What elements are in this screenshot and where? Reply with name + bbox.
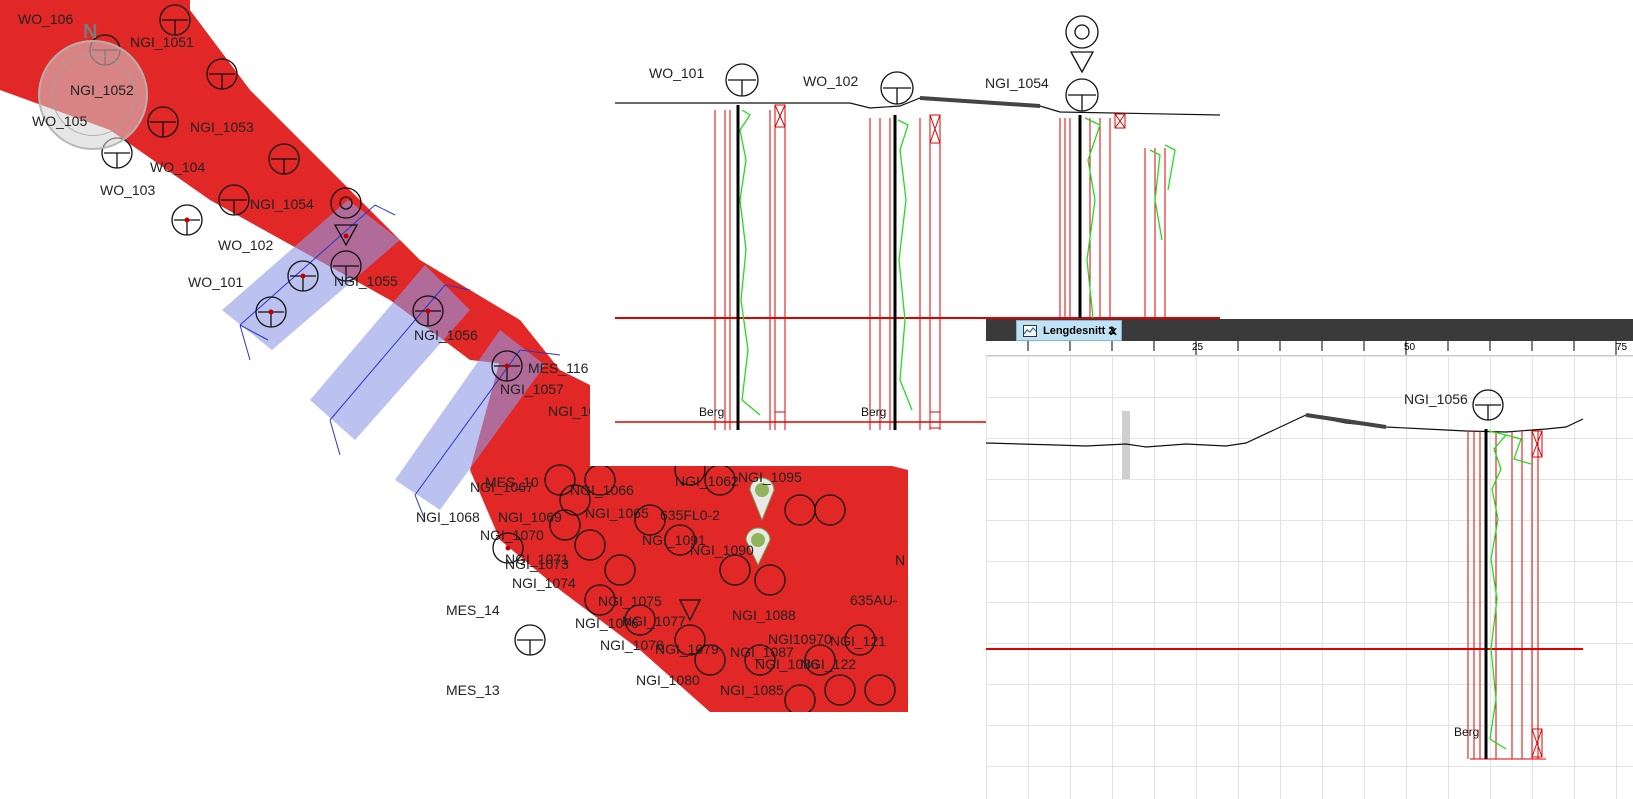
map-label: NGI_1069	[498, 509, 562, 525]
map-label: NGI_1079	[655, 641, 719, 657]
tab-label: Lengdesnitt 2	[1043, 324, 1115, 337]
chart-icon	[1023, 324, 1037, 337]
ruler-tick-label: 25	[1192, 342, 1204, 353]
map-label: NGI_1052	[70, 82, 134, 98]
map-label: NGI_1078	[600, 637, 664, 653]
map-label: NGI_1062	[675, 473, 739, 489]
map-label: N	[895, 552, 906, 568]
cross-section-2-canvas[interactable]	[986, 319, 1633, 799]
map-label: NGI_1090	[690, 542, 754, 558]
map-label: NGI_1053	[190, 119, 254, 135]
map-label: NGI_1066	[570, 482, 634, 498]
rock-label: Berg	[699, 405, 725, 419]
borehole-label: WO_102	[803, 73, 859, 89]
map-label: NGI_1088	[732, 607, 796, 623]
map-label: WO_103	[100, 182, 156, 198]
rock-label: Berg	[1454, 725, 1480, 739]
borehole-label: NGI_1056	[1404, 391, 1468, 407]
map-label: NGI_1051	[130, 34, 194, 50]
map-label: NGI_1080	[636, 672, 700, 688]
close-icon[interactable]: x	[1109, 323, 1117, 338]
compass-north-icon: N	[83, 21, 98, 43]
cross-section-2[interactable]: Lengdesnitt 2 x 25 50 75	[986, 319, 1633, 799]
map-label: NGI_1076	[575, 615, 639, 631]
map-label: WO_101	[188, 274, 244, 290]
map-label: NGI_1057	[500, 381, 564, 397]
rock-label: Berg	[861, 405, 887, 419]
map-label: NGI_1085	[720, 682, 784, 698]
borehole-label: NGI_1054	[985, 75, 1049, 91]
map-label: NGI_1068	[416, 509, 480, 525]
map-label: NGI_1056	[414, 327, 478, 343]
map-label: MES_14	[446, 602, 500, 618]
map-label: MES_13	[446, 682, 500, 698]
map-label: NGI_1086	[755, 656, 819, 672]
map-label: MES_10	[485, 474, 539, 490]
map-label: WO_102	[218, 237, 274, 253]
map-label: NGI_1070	[480, 527, 544, 543]
cross-section-1-canvas[interactable]	[590, 0, 1315, 466]
map-label: NGI_1054	[250, 196, 314, 212]
map-label: NGI_1055	[334, 273, 398, 289]
ruler-tick-label: 50	[1404, 342, 1416, 353]
map-label: WO_106	[18, 11, 74, 27]
compass-inner-ring	[52, 54, 134, 136]
map-label: NGI_1075	[598, 593, 662, 609]
tab-bar: Lengdesnitt 2 x	[986, 319, 1633, 341]
map-label: NGI_1077	[622, 613, 686, 629]
ruler-tick-label: 75	[1616, 342, 1628, 353]
section-2-grid[interactable]	[986, 356, 1633, 799]
map-label: NGI_1067	[470, 479, 534, 495]
compass-widget[interactable]	[38, 40, 148, 150]
map-label: NGI_1087	[730, 644, 794, 660]
map-label: NGI_1073	[505, 556, 569, 572]
ruler: 25 50 75	[986, 341, 1633, 356]
map-label: 635AU-	[850, 592, 898, 608]
map-label: NGI10970	[768, 631, 832, 647]
map-label: WO_104	[150, 159, 206, 175]
map-label: NGI_1074	[512, 575, 576, 591]
map-label: NGI_1071	[505, 551, 569, 567]
map-label: NGI_122	[800, 656, 857, 672]
map-label: NGI_1065	[585, 505, 649, 521]
borehole-label: WO_101	[649, 65, 705, 81]
tab-lengdesnitt-2[interactable]: Lengdesnitt 2 x	[1016, 320, 1122, 341]
map-label: MES_116	[528, 360, 589, 376]
map-label: WO_105	[32, 113, 88, 129]
map-label: NGI_121	[830, 633, 887, 649]
map-label: NGI_1095	[738, 469, 802, 485]
map-label: 635FL0-2	[660, 507, 720, 523]
map-label: NGI_1091	[642, 532, 706, 548]
